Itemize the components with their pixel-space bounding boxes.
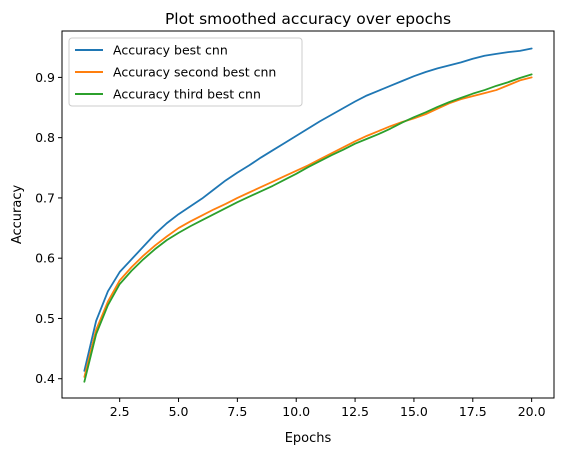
legend: Accuracy best cnn Accuracy second best c… — [68, 37, 303, 107]
y-tick-label: 0.9 — [35, 70, 55, 85]
plot-frame — [61, 30, 555, 399]
y-tick-label: 0.7 — [35, 190, 55, 205]
x-tick-label: 5.0 — [169, 404, 189, 419]
x-axis: 2.5 5.0 7.5 10.0 12.5 15.0 17.5 20.0 — [110, 398, 546, 419]
x-tick-label: 20.0 — [518, 404, 546, 419]
y-tick-label: 0.8 — [35, 130, 55, 145]
y-axis: 0.4 0.5 0.6 0.7 0.8 0.9 — [35, 70, 62, 386]
legend-label-second: Accuracy second best cnn — [113, 65, 276, 80]
series-line-second-best-cnn — [83, 76, 533, 378]
x-tick-label: 7.5 — [227, 404, 247, 419]
legend-box — [68, 37, 303, 107]
series-line-third-best-cnn — [83, 73, 533, 383]
x-tick-label: 10.0 — [282, 404, 310, 419]
x-tick-label: 2.5 — [110, 404, 130, 419]
legend-label-third: Accuracy third best cnn — [113, 87, 261, 102]
x-tick-label: 15.0 — [400, 404, 428, 419]
y-axis-label: Accuracy — [10, 185, 25, 245]
y-tick-label: 0.4 — [35, 371, 55, 386]
legend-label-best: Accuracy best cnn — [113, 43, 228, 58]
series-line-best-cnn — [83, 47, 533, 372]
x-tick-label: 12.5 — [341, 404, 369, 419]
x-tick-label: 17.5 — [459, 404, 487, 419]
series-layer — [83, 47, 533, 383]
x-axis-label: Epochs — [285, 431, 332, 446]
y-tick-label: 0.6 — [35, 251, 55, 266]
chart-title: Plot smoothed accuracy over epochs — [165, 10, 451, 28]
y-tick-label: 0.5 — [35, 311, 55, 326]
